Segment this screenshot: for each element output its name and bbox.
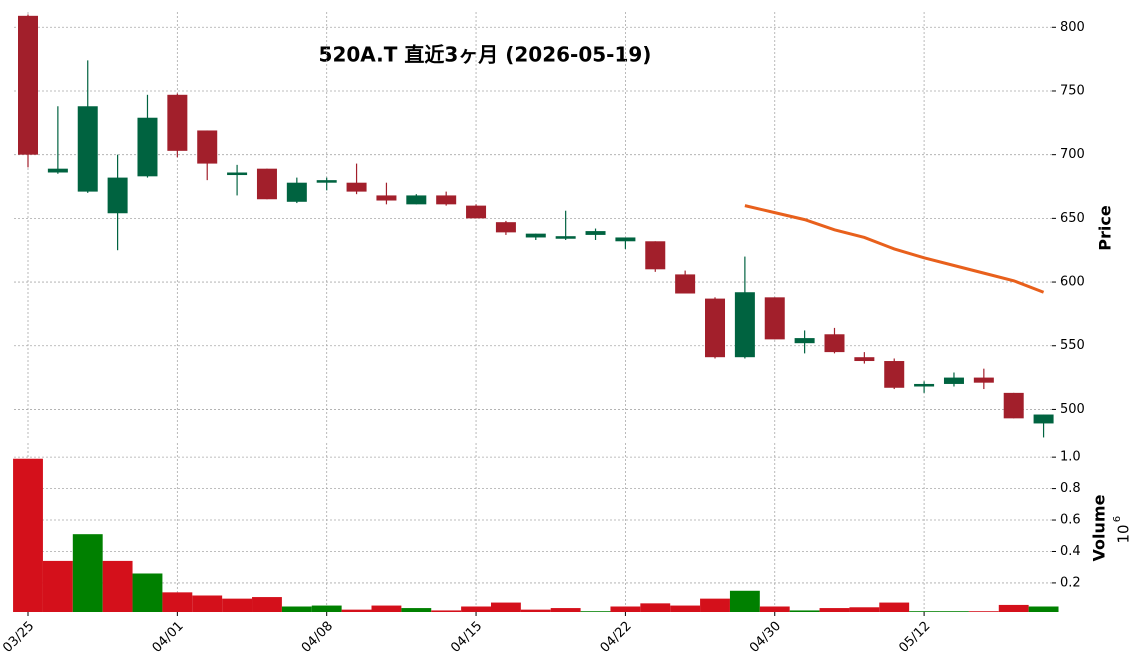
candle-body: [1003, 392, 1024, 419]
candle-body: [227, 172, 248, 176]
candle-body: [18, 15, 38, 155]
volume-bar: [132, 573, 163, 612]
candle-body: [914, 383, 935, 387]
volume-bar: [102, 560, 133, 612]
volume-bar: [580, 611, 611, 612]
volume-tick-label: 0.6: [1060, 513, 1081, 528]
volume-bar: [640, 603, 671, 612]
candle-body: [346, 182, 367, 192]
candle-body: [734, 292, 755, 358]
volume-axis-label: Volume: [1090, 494, 1109, 561]
candle-body: [764, 297, 785, 340]
volume-bar: [849, 607, 880, 612]
candle-body: [943, 377, 964, 384]
candle-body: [316, 180, 337, 183]
volume-bar: [13, 458, 43, 612]
volume-offset-base: 10: [1115, 524, 1133, 543]
y-tick-label: 800: [1060, 20, 1085, 35]
candle-body: [107, 177, 128, 214]
volume-bar: [371, 605, 402, 612]
volume-bar: [520, 609, 551, 612]
candle-body: [256, 168, 277, 200]
candle-body: [197, 130, 218, 164]
volume-offset: 10 6: [1112, 516, 1133, 544]
x-tick-label: 05/12: [896, 619, 933, 656]
volume-bar: [939, 611, 969, 612]
volume-bar: [192, 595, 223, 612]
volume-bar: [72, 534, 103, 612]
x-tick-label: 04/01: [150, 619, 187, 656]
volume-bar: [879, 602, 910, 612]
candle-body: [525, 233, 546, 238]
volume-bar: [670, 605, 701, 612]
candle-body: [47, 168, 68, 173]
y-tick-label: 650: [1060, 211, 1085, 226]
volume-tick-label: 1.0: [1060, 450, 1081, 465]
candle-body: [406, 195, 427, 205]
candle-body: [137, 117, 158, 177]
volume-bar: [550, 608, 581, 612]
volume-bar: [252, 597, 282, 612]
volume-bar: [401, 608, 432, 612]
y-axis-label: Price: [1096, 205, 1115, 251]
x-tick-label: 03/25: [0, 619, 37, 656]
candle-body: [973, 377, 994, 383]
x-tick-label: 04/22: [598, 619, 635, 656]
volume-bar: [610, 606, 641, 612]
x-tick-label: 04/15: [448, 619, 485, 656]
candle-body: [167, 94, 188, 151]
chart-title: 520A.T 直近3ヶ月 (2026-05-19): [319, 43, 652, 67]
volume-tick-label: 0.4: [1060, 544, 1081, 559]
y-tick-label: 500: [1060, 402, 1085, 417]
volume-bar: [490, 602, 521, 612]
volume-bar: [700, 598, 730, 612]
volume-bar: [222, 598, 253, 612]
candle-body: [794, 338, 815, 344]
y-tick-label: 750: [1060, 83, 1085, 98]
volume-bar: [281, 606, 312, 612]
candle-body: [615, 237, 636, 242]
candle-body: [466, 205, 487, 219]
volume-bar: [759, 606, 790, 612]
volume-bar: [729, 590, 760, 612]
candle-body: [585, 231, 606, 235]
candle-body: [705, 298, 726, 358]
volume-bar: [819, 608, 850, 612]
candle-body: [1033, 414, 1054, 424]
candle-body: [675, 274, 696, 294]
volume-offset-exp: 6: [1112, 516, 1123, 522]
candle-body: [645, 241, 666, 270]
x-tick-label: 04/30: [747, 619, 784, 656]
volume-bar: [162, 592, 193, 612]
candle-body: [436, 195, 457, 205]
candle-body: [77, 106, 98, 192]
candle-body: [286, 182, 307, 202]
volume-bar: [42, 560, 73, 612]
volume-tick-label: 0.8: [1060, 481, 1081, 496]
candle-body: [884, 361, 905, 388]
x-tick-label: 04/08: [299, 619, 336, 656]
volume-bar: [789, 610, 820, 612]
moving-average-line: [744, 204, 1045, 294]
y-tick-label: 550: [1060, 338, 1085, 353]
volume-bar: [1028, 606, 1059, 612]
candle-body: [854, 357, 875, 362]
volume-bar: [909, 611, 940, 612]
volume-bar: [461, 606, 491, 612]
volume-bar: [431, 610, 462, 612]
volume-bar: [968, 611, 999, 612]
candle-body: [495, 222, 516, 233]
volume-tick-label: 0.2: [1060, 575, 1081, 590]
volume-bar: [998, 604, 1029, 612]
candle-body: [376, 195, 397, 201]
volume-bar: [341, 609, 372, 612]
candle-body: [555, 236, 576, 239]
y-tick-label: 700: [1060, 147, 1085, 162]
candle-body: [824, 334, 845, 353]
volume-bar: [311, 605, 342, 612]
y-tick-label: 600: [1060, 275, 1085, 290]
